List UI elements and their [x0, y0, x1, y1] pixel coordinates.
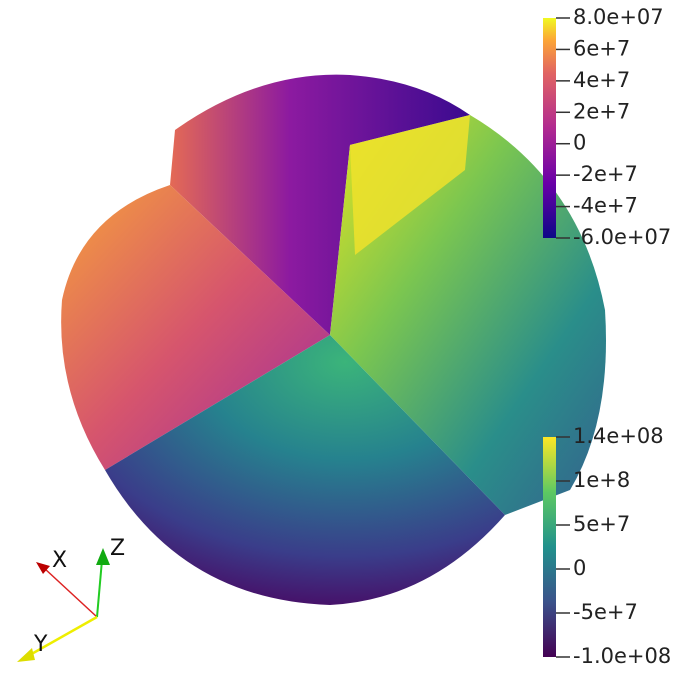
- colorbar-label: -2e+7: [573, 162, 638, 186]
- z-axis-label: Z: [110, 536, 125, 561]
- colorbar-label: -5e+7: [573, 600, 638, 624]
- colorbar-label: 5e+7: [573, 512, 630, 536]
- x-axis-head: [36, 562, 50, 574]
- colorbar-label: 2e+7: [573, 99, 630, 123]
- y-axis-label: Y: [33, 632, 48, 657]
- z-axis-head: [96, 548, 110, 565]
- right-cut-face: [350, 115, 470, 255]
- z-axis-line: [96, 559, 103, 618]
- colorbar-label: 1e+8: [573, 468, 630, 492]
- y-axis-line: [27, 615, 98, 658]
- y-axis-head: [17, 648, 35, 662]
- colorbar-label: 6e+7: [573, 36, 630, 60]
- left-section: [61, 185, 330, 470]
- colorbar-label: 1.4e+08: [573, 424, 664, 448]
- front-section: [105, 335, 505, 605]
- back-section: [170, 74, 470, 335]
- colorbar-label: 0: [573, 556, 586, 580]
- colorbar-labels: 8.0e+07 6e+7 4e+7 2e+7 0 -2e+7 -4e+7 -6.0e+07 1.…: [556, 5, 671, 668]
- colorbar-top: [543, 18, 556, 238]
- colorbar-label: 8.0e+07: [573, 5, 664, 29]
- x-axis-line: [43, 567, 98, 618]
- colorbar-label: -4e+7: [573, 194, 638, 218]
- x-axis-label: X: [52, 548, 67, 573]
- colorbar-label: -1.0e+08: [573, 644, 671, 668]
- colorbar-bottom: [543, 437, 556, 657]
- colorbar-label: -6.0e+07: [573, 225, 671, 249]
- colorbar-label: 4e+7: [573, 68, 630, 92]
- colorbar-label: 0: [573, 131, 586, 155]
